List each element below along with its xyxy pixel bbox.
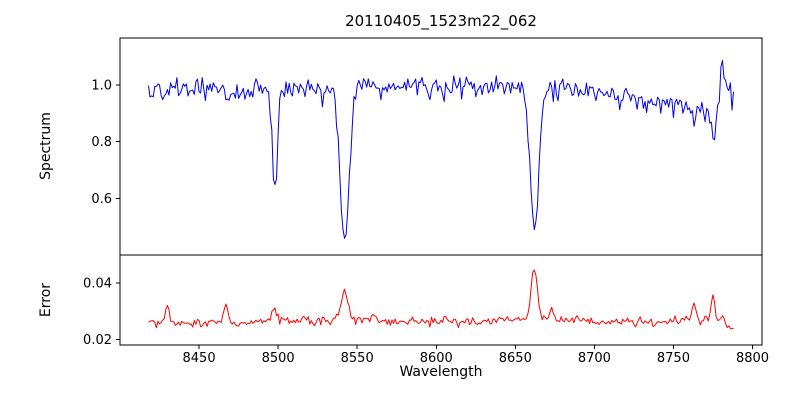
y-tick-label: 0.02 [83,333,112,348]
x-tick-label: 8650 [499,351,532,366]
spectrum-panel-frame [119,37,763,256]
x-tick-label: 8550 [341,351,374,366]
x-axis-label: Wavelength [399,364,483,380]
y-tick-label: 1.0 [91,78,112,93]
x-tick-label: 8800 [736,351,769,366]
error-panel-frame [119,254,763,346]
chart-title: 20110405_1523m22_062 [345,12,537,30]
spectrum-line [148,60,734,239]
x-tick-label: 8700 [578,351,611,366]
y-tick-label: 0.04 [83,277,112,292]
x-tick-label: 8750 [657,351,690,366]
y-tick-label: 0.6 [91,192,112,207]
error-line [148,269,734,330]
x-tick-label: 8600 [420,351,453,366]
x-tick-label: 8500 [262,351,295,366]
x-tick-label: 8450 [183,351,216,366]
y-tick-label: 0.8 [91,135,112,150]
